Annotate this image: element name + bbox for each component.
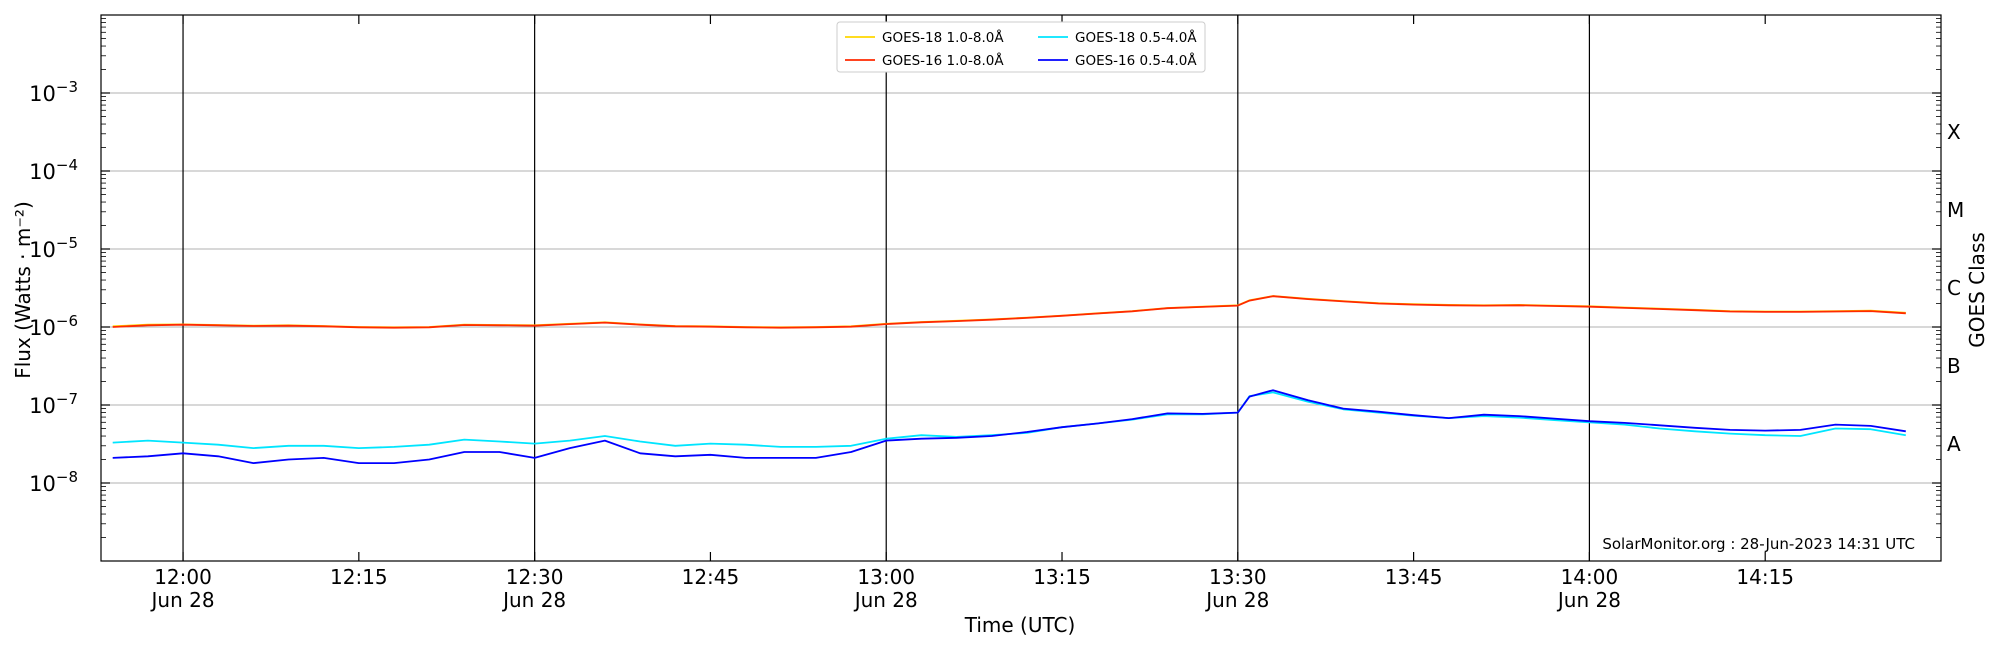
x-tick-date-label: Jun 28 xyxy=(853,588,918,612)
x-tick-label: 13:45 xyxy=(1385,565,1443,589)
x-tick-date-label: Jun 28 xyxy=(1556,588,1621,612)
y-axis-ticks: 10−8 10−7 10−6 10−5 10−4 10−3 xyxy=(29,18,1941,538)
series-line-2 xyxy=(112,391,1906,450)
legend-label: GOES-18 1.0-8.0Å xyxy=(882,29,1004,46)
y-tick-label: 10−3 xyxy=(29,78,78,106)
x-tick-label: 12:00 xyxy=(154,565,212,589)
source-annotation: SolarMonitor.org : 28-Jun-2023 14:31 UTC xyxy=(1602,535,1915,553)
x-tick-label: 13:00 xyxy=(857,565,915,589)
y-axis-label: Flux (Watts · m⁻²) xyxy=(11,201,35,379)
x-tick-date-label: Jun 28 xyxy=(501,588,566,612)
gridlines xyxy=(101,92,1941,484)
x-tick-label: 12:45 xyxy=(682,565,740,589)
x-tick-date-label: Jun 28 xyxy=(150,588,215,612)
x-tick-label: 13:15 xyxy=(1033,565,1091,589)
goes-class-labels: A B C M X xyxy=(1947,120,1964,456)
day-boundary-lines xyxy=(182,15,1591,561)
goes-class-b: B xyxy=(1947,354,1961,378)
x-tick-label: 13:30 xyxy=(1209,565,1267,589)
x-axis-label: Time (UTC) xyxy=(964,613,1076,637)
x-tick-label: 14:00 xyxy=(1561,565,1619,589)
y-tick-label: 10−5 xyxy=(29,234,78,262)
series-line-1 xyxy=(112,295,1906,329)
x-tick-label: 14:15 xyxy=(1736,565,1794,589)
x-tick-label: 12:30 xyxy=(506,565,564,589)
x-tick-label: 12:15 xyxy=(330,565,388,589)
y-tick-label: 10−7 xyxy=(29,390,78,418)
y-tick-label: 10−4 xyxy=(29,156,78,184)
series-line-3 xyxy=(112,389,1906,465)
goes-class-m: M xyxy=(1947,198,1964,222)
x-tick-date-label: Jun 28 xyxy=(1204,588,1269,612)
flux-series xyxy=(112,295,1906,465)
plot-frame xyxy=(100,14,1942,562)
y-tick-label: 10−6 xyxy=(29,312,78,340)
legend: GOES-18 1.0-8.0Å GOES-18 0.5-4.0Å GOES-16 … xyxy=(836,21,1206,73)
legend-label: GOES-16 0.5-4.0Å xyxy=(1075,52,1197,69)
y2-axis-label: GOES Class xyxy=(1965,232,1989,348)
legend-box xyxy=(836,21,1206,73)
legend-label: GOES-18 0.5-4.0Å xyxy=(1075,29,1197,46)
y-tick-label: 10−8 xyxy=(29,468,78,496)
series-line-0 xyxy=(112,295,1906,329)
legend-label: GOES-16 1.0-8.0Å xyxy=(882,52,1004,69)
goes-class-x: X xyxy=(1947,120,1961,144)
goes-class-a: A xyxy=(1947,432,1961,456)
goes-class-c: C xyxy=(1947,276,1961,300)
